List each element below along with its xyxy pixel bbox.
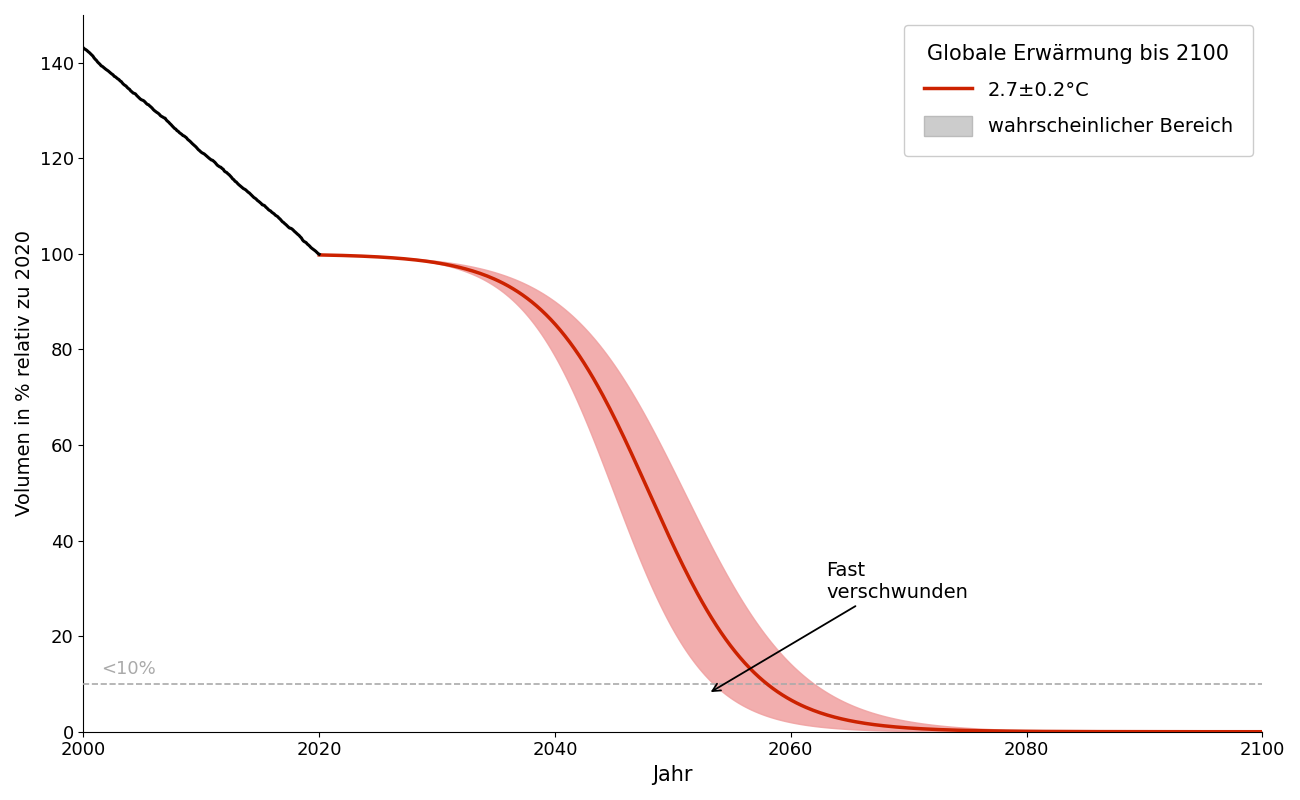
Text: <10%: <10% — [101, 660, 156, 678]
Text: Fast
verschwunden: Fast verschwunden — [712, 561, 968, 691]
X-axis label: Jahr: Jahr — [653, 765, 693, 785]
Y-axis label: Volumen in % relativ zu 2020: Volumen in % relativ zu 2020 — [16, 230, 34, 516]
Legend: 2.7±0.2°C, wahrscheinlicher Bereich: 2.7±0.2°C, wahrscheinlicher Bereich — [905, 25, 1253, 156]
